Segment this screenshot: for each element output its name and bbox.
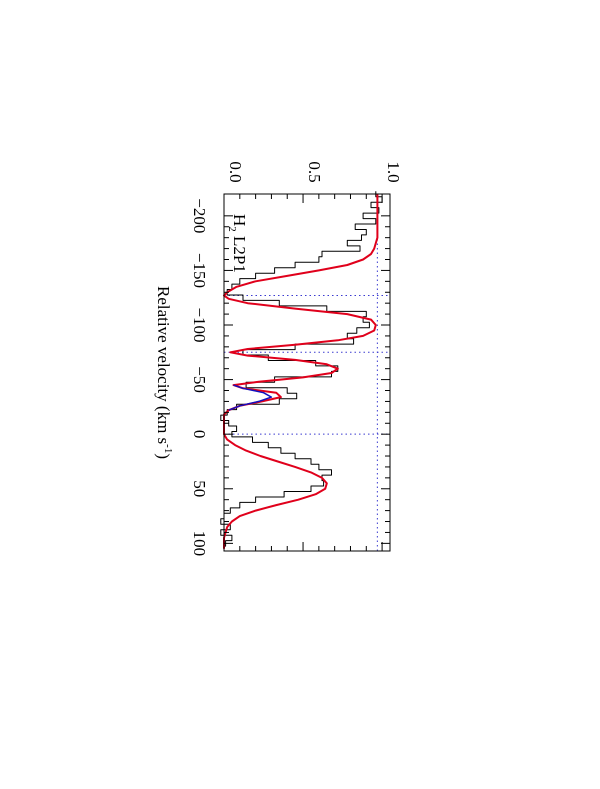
svg-text:Relative velocity (km s-1): Relative velocity (km s-1) [154, 286, 174, 459]
svg-text:H2 L2P1: H2 L2P1 [226, 214, 249, 273]
x-tick-label: −100 [190, 307, 209, 342]
x-axis: −200 −150 −100 −50 0 50 100 [190, 198, 390, 556]
x-tick-label: −150 [190, 253, 209, 288]
plot-frame [223, 193, 391, 552]
line-annotation: H2 L2P1 [226, 214, 249, 273]
y-tick-label: 0.5 [305, 161, 324, 182]
x-tick-label: 100 [190, 531, 209, 557]
y-tick-label: 1.0 [384, 161, 403, 182]
series-layer [220, 191, 383, 552]
y-tick-label: 0.0 [226, 161, 245, 182]
x-axis-label-close: ) [154, 453, 173, 459]
blend-series-line [228, 384, 273, 411]
x-tick-label: 50 [190, 480, 209, 497]
annotation-subscript: 2 [226, 226, 238, 232]
x-axis-label: Relative velocity (km s-1) [154, 286, 174, 459]
annotation-species: H [230, 214, 249, 226]
x-tick-label: −50 [190, 366, 209, 393]
x-axis-label-sup: -1 [162, 444, 174, 453]
y-axis: 0.0 0.5 1.0 [223, 161, 403, 551]
annotation-transition: L2P1 [230, 232, 249, 273]
x-tick-label: 0 [190, 430, 209, 439]
x-tick-label: −200 [190, 198, 209, 233]
model-series-line [223, 194, 379, 549]
x-axis-label-text: Relative velocity (km s [154, 286, 173, 444]
